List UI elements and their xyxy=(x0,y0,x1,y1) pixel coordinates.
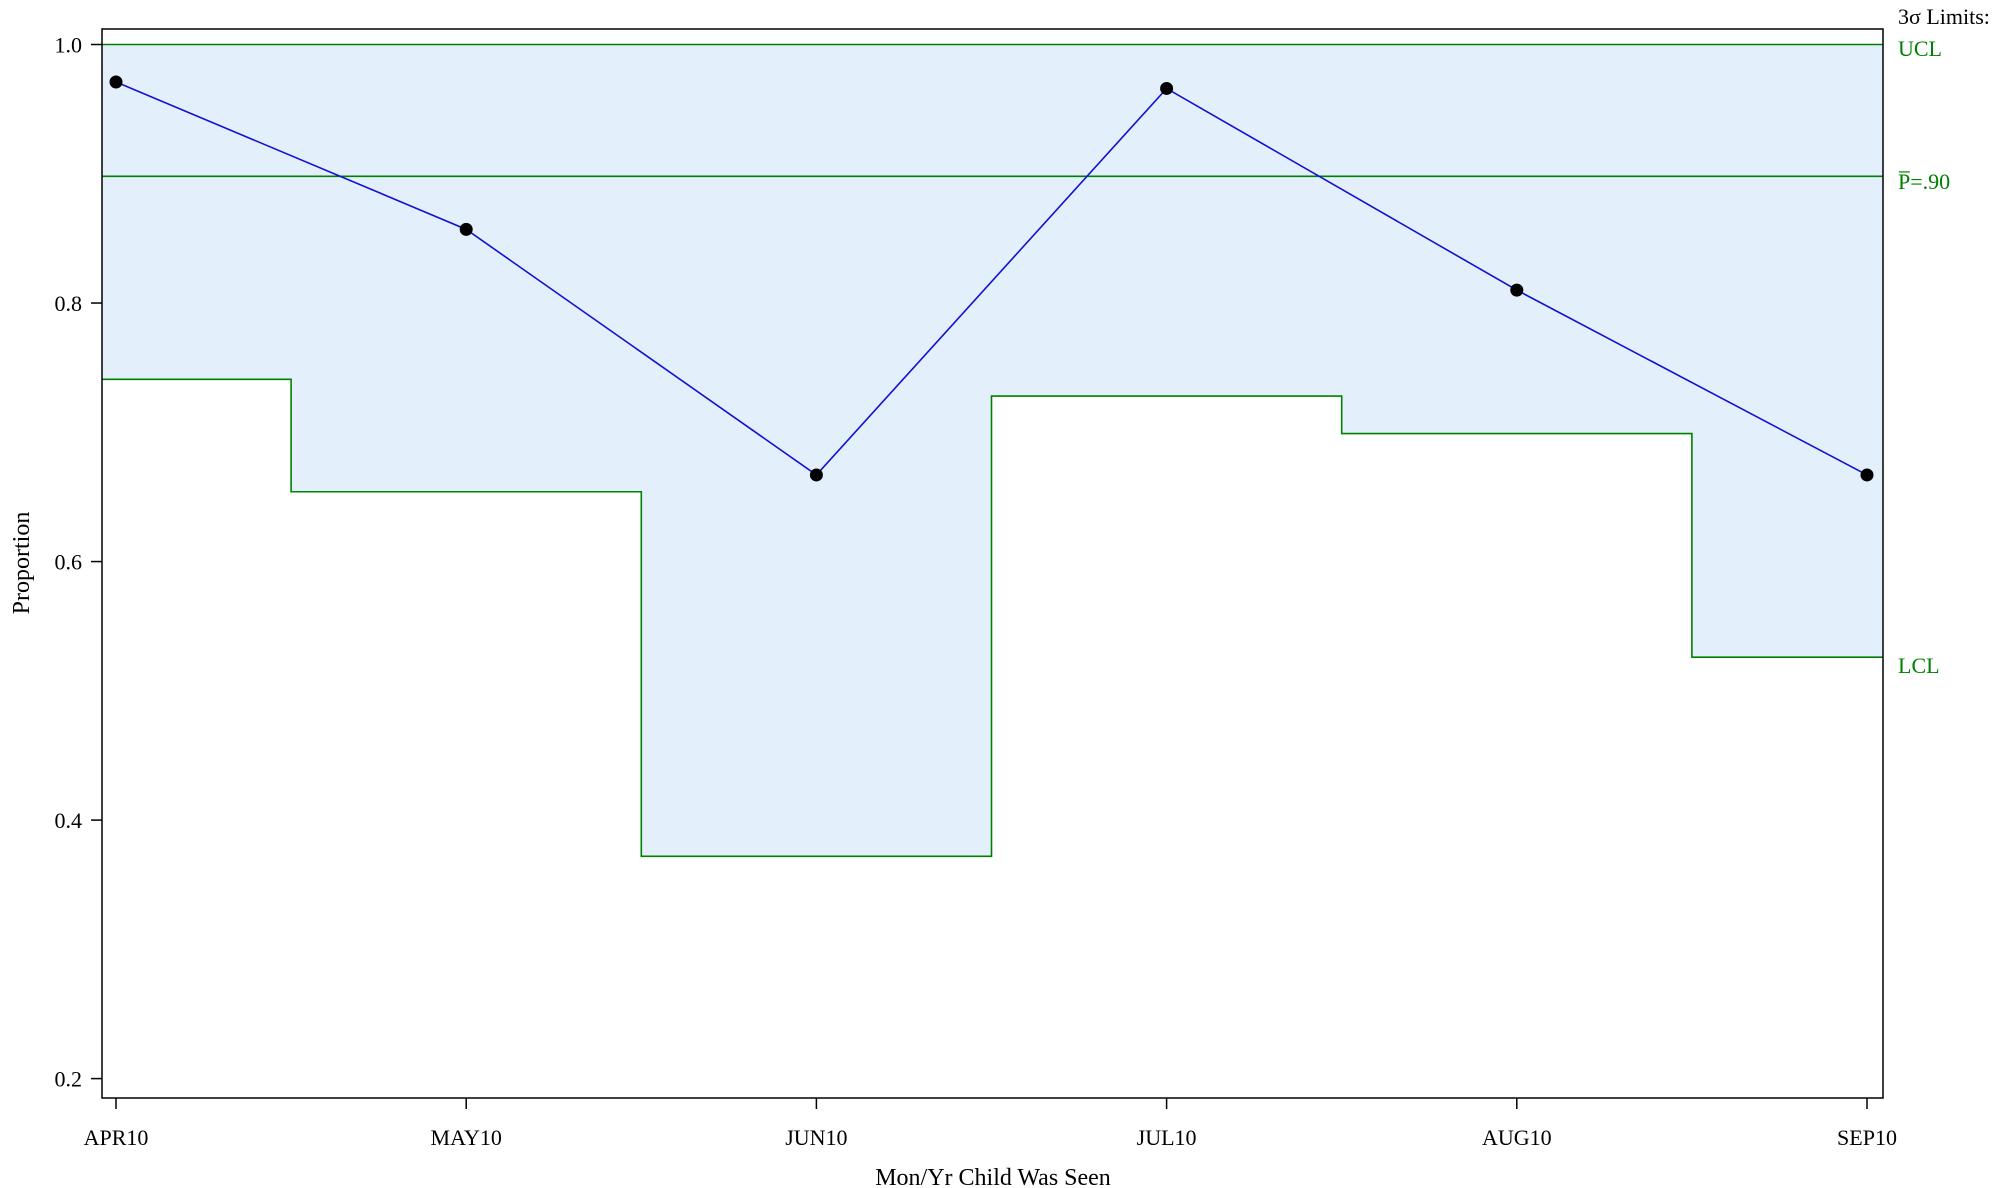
y-tick-label-0.2: 0.2 xyxy=(55,1067,83,1092)
control-limit-lines xyxy=(102,43,1883,858)
plot-frame xyxy=(101,28,1884,1099)
y-axis-title: Proportion xyxy=(9,512,35,615)
data-point-jul10 xyxy=(1160,81,1174,95)
proportion-line xyxy=(115,81,1868,477)
limits-header: 3σ Limits: xyxy=(1898,4,1990,29)
x-tick-label-jun10: JUN10 xyxy=(785,1125,847,1150)
ucl-label: UCL xyxy=(1898,36,1942,61)
x-tick-label-aug10: AUG10 xyxy=(1482,1125,1552,1150)
y-tick-label-0.8: 0.8 xyxy=(55,291,83,316)
limits-band-area xyxy=(102,44,1883,857)
x-tick-label-may10: MAY10 xyxy=(431,1125,502,1150)
x-axis: APR10 MAY10 JUN10 JUL10 AUG10 SEP10 xyxy=(84,1098,1897,1150)
x-tick-label-apr10: APR10 xyxy=(84,1125,149,1150)
x-tick-label-sep10: SEP10 xyxy=(1837,1125,1897,1150)
x-axis-title: Mon/Yr Child Was Seen xyxy=(875,1165,1111,1188)
center-line-label: P̅=.90 xyxy=(1898,169,1950,194)
y-tick-label-1.0: 1.0 xyxy=(55,33,83,58)
lcl-label: LCL xyxy=(1898,653,1940,678)
proportion-series xyxy=(109,75,1874,482)
data-point-jun10 xyxy=(809,468,823,482)
data-point-aug10 xyxy=(1510,283,1524,297)
data-point-apr10 xyxy=(109,75,123,89)
y-tick-label-0.4: 0.4 xyxy=(55,808,83,833)
lcl-line xyxy=(102,378,1883,858)
y-axis: 0.2 0.4 0.6 0.8 1.0 xyxy=(55,33,102,1092)
data-point-may10 xyxy=(459,222,473,236)
y-tick-label-0.6: 0.6 xyxy=(55,550,83,575)
data-point-sep10 xyxy=(1860,468,1874,482)
x-tick-label-jul10: JUL10 xyxy=(1137,1125,1197,1150)
control-limit-band xyxy=(102,44,1883,857)
